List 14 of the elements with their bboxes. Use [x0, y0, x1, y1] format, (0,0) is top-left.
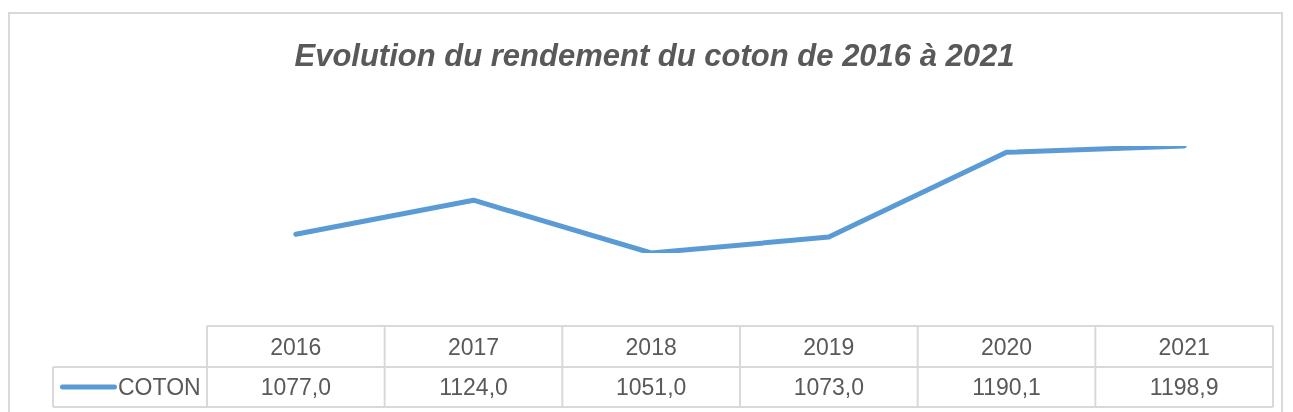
- x-tick-label: 2021: [1158, 333, 1210, 360]
- x-tick-label: 2016: [270, 333, 322, 360]
- x-tick-label: 2019: [803, 333, 855, 360]
- x-tick-label: 2017: [447, 333, 500, 360]
- data-label: 1051,0: [615, 374, 687, 400]
- data-label: 1124,0: [439, 374, 508, 400]
- data-label: 1077,0: [260, 374, 332, 400]
- data-label: 1073,0: [793, 374, 865, 400]
- data-label: 1190,1: [972, 374, 1041, 400]
- legend-label: COTON: [118, 373, 201, 401]
- x-tick-label: 2018: [625, 333, 677, 360]
- x-tick-label: 2020: [980, 333, 1033, 360]
- data-label: 1198,9: [1149, 374, 1219, 400]
- chart-title: Evolution du rendement du coton de 2016 à 2021: [294, 38, 1015, 73]
